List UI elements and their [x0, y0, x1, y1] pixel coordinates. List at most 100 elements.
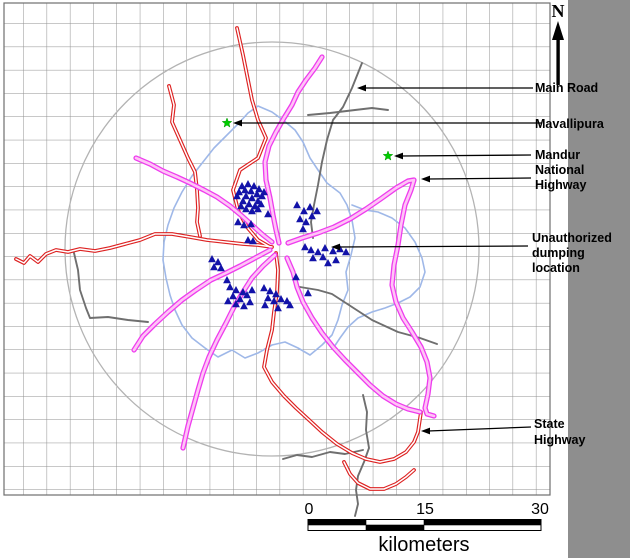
- dumping-triangle: [244, 180, 252, 188]
- dumping-triangle: [257, 200, 265, 208]
- north-label: N: [552, 1, 565, 21]
- label-national: National: [535, 163, 584, 177]
- dumping-triangle: [304, 289, 312, 297]
- leader-arrowhead: [421, 175, 430, 183]
- leader-arrowhead: [233, 119, 242, 127]
- dumping-triangle: [226, 283, 234, 291]
- dumping-triangle: [240, 302, 248, 310]
- dumping-triangle: [307, 246, 315, 254]
- leader-lines: [233, 84, 542, 435]
- dumping-triangle: [246, 298, 254, 306]
- north-arrow: N: [552, 1, 565, 85]
- label-highway: Highway: [535, 178, 586, 192]
- dumping-triangle: [313, 207, 321, 215]
- dumping-triangle: [242, 205, 250, 213]
- dumping-triangle: [248, 207, 256, 215]
- label-main-road: Main Road: [535, 81, 598, 95]
- dumping-triangle: [224, 297, 232, 305]
- dumping-triangle: [286, 301, 294, 309]
- dumping-triangle: [264, 210, 272, 218]
- dumping-triangle: [250, 182, 258, 190]
- scale-tick-0: 0: [305, 501, 314, 518]
- dumping-triangle: [248, 194, 256, 202]
- label-mandur: Mandur: [535, 148, 580, 162]
- dumping-triangle: [266, 287, 274, 295]
- dumping-triangle: [237, 202, 245, 210]
- scale-tick-15: 15: [416, 501, 434, 518]
- north-arrow-head: [552, 21, 564, 40]
- dumping-triangle: [299, 225, 307, 233]
- dumping-triangle: [253, 190, 261, 198]
- dumping-triangle: [332, 256, 340, 264]
- dumping-triangle: [300, 207, 308, 215]
- dumping-triangle: [234, 218, 242, 226]
- dumping-triangle: [277, 295, 285, 303]
- dumping-triangle: [301, 243, 309, 251]
- leader-line: [427, 177, 532, 180]
- dumping-triangle: [247, 187, 255, 195]
- north-arrow-shaft: [556, 38, 560, 85]
- leader-arrowhead: [394, 152, 403, 160]
- dumping-triangle: [274, 304, 282, 312]
- dumping-triangle: [342, 248, 350, 256]
- dumping-triangle: [229, 292, 237, 300]
- dumping-triangle: [258, 192, 266, 200]
- mandur-star: [382, 150, 394, 161]
- village-star-points: [221, 117, 394, 161]
- dumping-triangle: [319, 253, 327, 261]
- dumping-triangle: [232, 286, 240, 294]
- dumping-triangle: [270, 297, 278, 305]
- dumping-triangle: [243, 291, 251, 299]
- dumping-triangle: [293, 201, 301, 209]
- dumping-triangle: [260, 284, 268, 292]
- dumping-triangle: [302, 218, 310, 226]
- dumping-triangle: [208, 255, 216, 263]
- label-location: location: [532, 261, 580, 275]
- dumping-triangle: [324, 259, 332, 267]
- dumping-triangle: [306, 203, 314, 211]
- city-boundary-lines: [162, 105, 426, 359]
- dumping-triangle: [308, 212, 316, 220]
- leader-line: [337, 245, 529, 248]
- dumping-triangle: [247, 220, 255, 228]
- mavallipura-star: [221, 117, 233, 128]
- dumping-triangle: [283, 297, 291, 305]
- scale-tick-30: 30: [531, 501, 549, 518]
- dumping-triangle: [309, 254, 317, 262]
- legend-labels: Main Road Mavallipura Mandur National Hi…: [532, 81, 612, 447]
- dumping-triangle: [264, 294, 272, 302]
- study-area-circle: [64, 41, 480, 457]
- leader-line: [427, 426, 532, 432]
- label-unauthorized: Unauthorized: [532, 231, 612, 245]
- leader-arrowhead: [357, 84, 366, 92]
- scale-unit-label: kilometers: [378, 534, 469, 556]
- dumping-points: [208, 180, 350, 312]
- label-state: State: [534, 417, 565, 431]
- dumping-triangle: [292, 273, 300, 281]
- dumping-triangle: [249, 237, 257, 245]
- dumping-triangle: [242, 192, 250, 200]
- dumping-triangle: [296, 215, 304, 223]
- dumping-triangle: [314, 248, 322, 256]
- dumping-triangle: [239, 288, 247, 296]
- dumping-triangle: [254, 205, 262, 213]
- dumping-triangle: [241, 186, 249, 194]
- leader-arrowhead: [331, 243, 340, 251]
- dumping-triangle: [210, 263, 218, 271]
- dumping-triangle: [240, 221, 248, 229]
- dumping-triangle: [233, 192, 241, 200]
- leader-line: [400, 154, 532, 157]
- dumping-triangle: [245, 200, 253, 208]
- label-dumping: dumping: [532, 246, 585, 260]
- dumping-triangle: [272, 290, 280, 298]
- dumping-triangle: [238, 182, 246, 190]
- dumping-triangle: [217, 264, 225, 272]
- label-state-highway: Highway: [534, 433, 585, 447]
- dumping-triangle: [321, 244, 329, 252]
- dumping-triangle: [223, 276, 231, 284]
- dumping-triangle: [261, 301, 269, 309]
- dumping-triangle: [244, 236, 252, 244]
- leader-arrowhead: [421, 427, 430, 435]
